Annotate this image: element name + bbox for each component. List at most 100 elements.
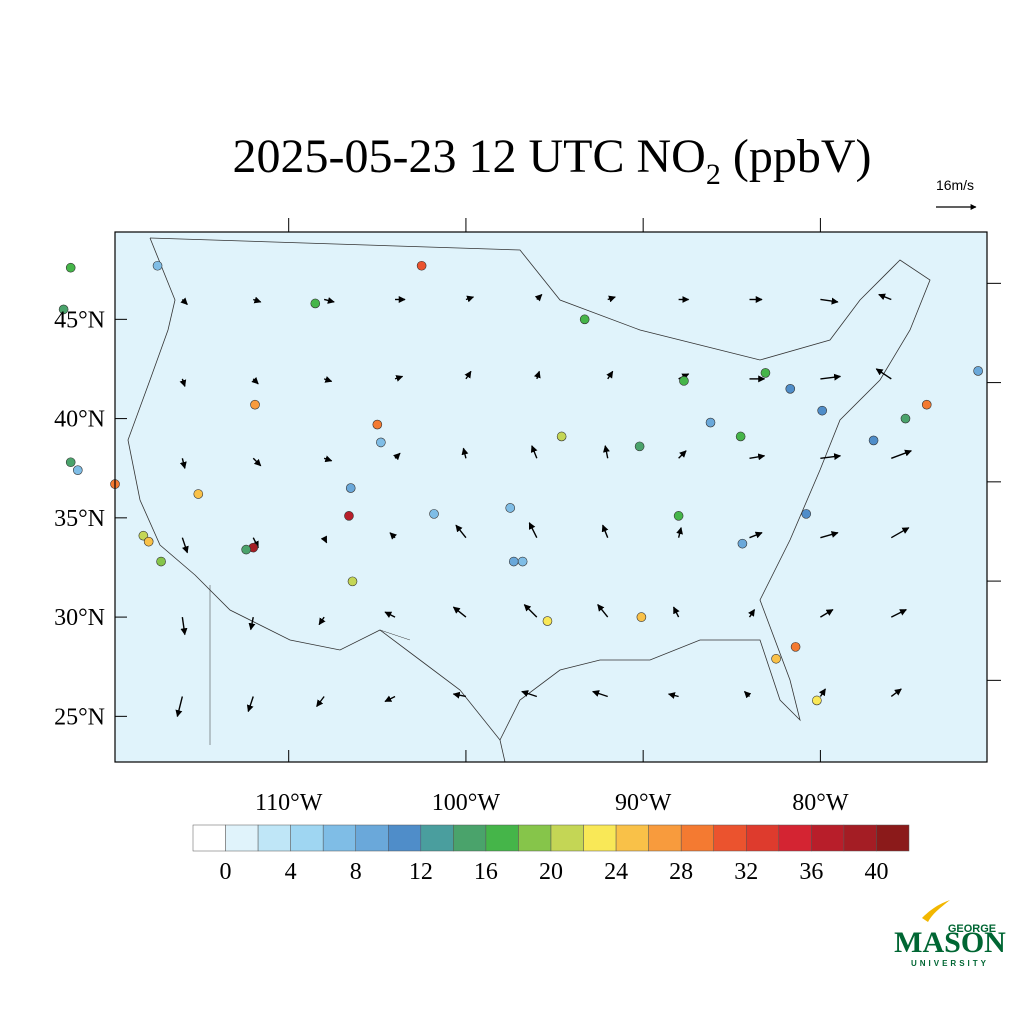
wind-vector: [820, 531, 839, 539]
wind-vector: [676, 527, 683, 538]
wind-vector: [678, 450, 687, 459]
station: [785, 384, 796, 394]
station: [152, 260, 163, 271]
x-tick-label: 110°W: [255, 790, 323, 816]
wind-vector: [461, 447, 469, 459]
x-tick-label: 80°W: [792, 790, 849, 816]
colorbar-box: [615, 824, 649, 852]
y-tick-label: 25°N: [54, 704, 105, 730]
wind-vector: [394, 375, 404, 382]
logo-top: GEORGE: [948, 923, 996, 935]
mexico-coast: [209, 585, 411, 745]
station: [771, 653, 781, 664]
colorbar-box: [388, 824, 422, 852]
station: [310, 298, 321, 309]
station: [790, 642, 801, 652]
x-tick-label: 100°W: [432, 790, 501, 816]
colorbar-box: [876, 824, 910, 852]
wind-vector: [606, 370, 614, 380]
station: [735, 431, 746, 442]
wind-vector: [393, 452, 401, 461]
station: [868, 435, 879, 446]
station: [143, 536, 154, 547]
colorbar-tick-label: 16: [474, 859, 498, 885]
colorbar-box: [518, 824, 552, 852]
colorbar-box: [192, 824, 226, 852]
colorbar-box: [225, 824, 259, 852]
wind-vector: [523, 604, 538, 618]
wind-vector: [521, 690, 538, 698]
colorbar-tick-label: 20: [539, 859, 563, 885]
colorbar-box: [811, 824, 845, 852]
station: [517, 556, 528, 567]
wind-vector: [820, 453, 842, 461]
title-suffix: (ppbV): [721, 130, 872, 183]
wind-vector: [318, 616, 326, 626]
wind-vector: [179, 458, 187, 469]
colorbar-tick-label: 28: [669, 859, 693, 885]
station: [345, 483, 356, 493]
colorbar-box: [583, 824, 617, 852]
wind-vector: [252, 457, 262, 467]
station: [900, 413, 911, 424]
station: [634, 441, 645, 452]
colorbar-tick-label: 12: [409, 859, 433, 885]
station: [921, 399, 932, 410]
wind-vector: [180, 297, 188, 305]
wind-vector: [455, 524, 467, 539]
wind-vector: [316, 696, 325, 708]
colorbar-tick-label: 0: [220, 859, 232, 885]
wind-vector: [890, 527, 910, 539]
station: [679, 376, 689, 386]
wind-vector: [820, 608, 834, 618]
title-prefix: 2025-05-23 12 UTC NO: [233, 130, 706, 183]
station: [156, 556, 166, 567]
colorbar-tick-label: 40: [864, 859, 888, 885]
logo-swoosh: [922, 900, 950, 922]
wind-vector: [180, 616, 188, 636]
wind-vector: [891, 449, 912, 459]
station: [429, 509, 439, 519]
station: [65, 457, 76, 468]
station: [817, 405, 827, 416]
colorbar-box: [420, 824, 454, 852]
station: [376, 437, 386, 448]
wind-vector: [607, 295, 616, 303]
colorbar-box: [290, 824, 324, 852]
wind-vector: [323, 376, 333, 383]
colorbar-box: [843, 824, 877, 852]
station: [812, 695, 822, 706]
station: [973, 366, 983, 376]
station: [760, 368, 771, 378]
wind-vector: [597, 604, 609, 618]
y-tick-label: 30°N: [54, 605, 105, 631]
station: [250, 399, 260, 410]
station: [138, 530, 149, 541]
wind-vector: [534, 293, 543, 302]
wind-vector: [384, 611, 396, 619]
wind-vector: [323, 455, 333, 463]
wind-vector: [820, 373, 842, 381]
map-background: [115, 232, 987, 762]
data-layer: [58, 260, 983, 718]
station: [347, 576, 358, 587]
station: [193, 489, 204, 499]
wind-vector: [175, 696, 184, 718]
colorbar-tick-label: 8: [350, 859, 362, 885]
title-subscript: 2: [706, 158, 721, 191]
wind-vector: [384, 695, 396, 703]
wind-vector: [530, 445, 538, 459]
station: [636, 612, 647, 622]
wind-vector: [603, 445, 610, 459]
wind-vector: [744, 690, 752, 699]
y-tick-label: 45°N: [54, 307, 105, 333]
wind-vector: [601, 524, 609, 538]
title: 2025-05-23 12 UTC NO2 (ppbV): [233, 130, 872, 191]
station: [556, 431, 567, 442]
station: [705, 417, 716, 428]
wind-vector: [820, 297, 839, 305]
station: [737, 538, 748, 549]
colorbar-box: [322, 824, 356, 852]
wind-vector: [667, 692, 679, 699]
